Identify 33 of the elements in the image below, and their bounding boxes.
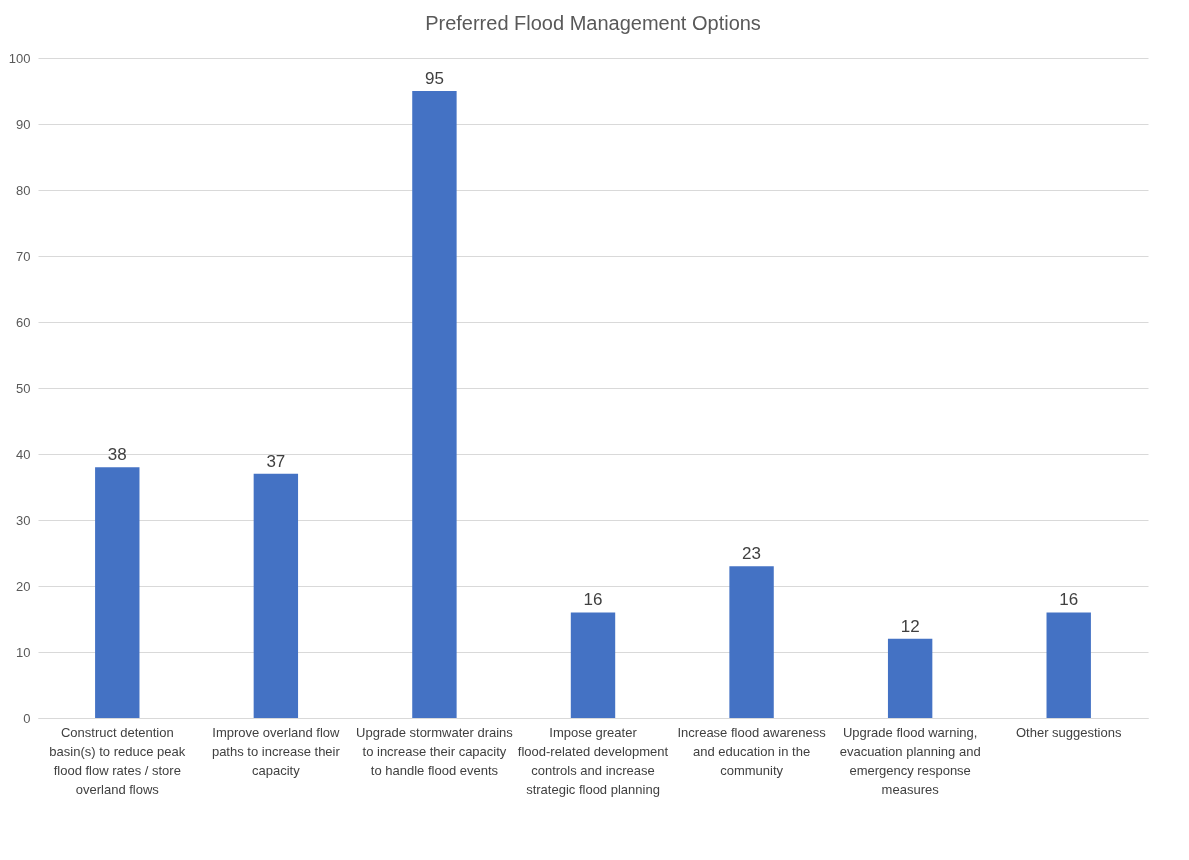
y-tick-label: 0 (23, 710, 31, 726)
bar (253, 473, 299, 718)
y-tick-label: 70 (16, 248, 31, 264)
data-label: 16 (1059, 590, 1079, 610)
data-label: 38 (107, 445, 127, 465)
x-tick-label: Impose greater flood-related development controls and increase strategic flood planning (517, 724, 669, 797)
data-label: 37 (266, 451, 286, 471)
data-label: 12 (900, 616, 920, 636)
y-tick-label: 10 (16, 644, 31, 660)
data-label: 23 (742, 544, 762, 564)
y-tick-label: 90 (16, 116, 31, 132)
x-tick-label: Other suggestions (1015, 724, 1122, 740)
y-tick-label: 20 (16, 578, 31, 594)
x-tick-label: Upgrade flood warning, evacuation planning and emergency response measures (839, 724, 981, 797)
bar (887, 638, 933, 718)
y-tick-label: 50 (16, 380, 31, 396)
chart-title: Preferred Flood Management Options (425, 12, 761, 34)
x-tick-label: Construct detention basin(s) to reduce peak flood flow rates / store overland flows (49, 724, 186, 797)
x-tick-label: Upgrade stormwater drains to increase their capacity to handle flood events (356, 724, 514, 778)
x-tick-label: Improve overland flow paths to increase their capacity (211, 724, 341, 778)
bar (412, 91, 457, 718)
bar (729, 566, 774, 718)
y-tick-label: 80 (16, 182, 31, 198)
y-tick-label: 60 (16, 314, 31, 330)
y-tick-label: 30 (16, 512, 31, 528)
data-label: 16 (583, 590, 603, 610)
bar (570, 612, 616, 718)
y-tick-label: 40 (16, 446, 31, 462)
data-label: 95 (424, 69, 444, 88)
y-tick-label: 100 (8, 50, 31, 66)
x-tick-label: Increase flood awareness and education in the community (677, 724, 827, 778)
bar (95, 467, 140, 718)
bar (1046, 612, 1091, 718)
